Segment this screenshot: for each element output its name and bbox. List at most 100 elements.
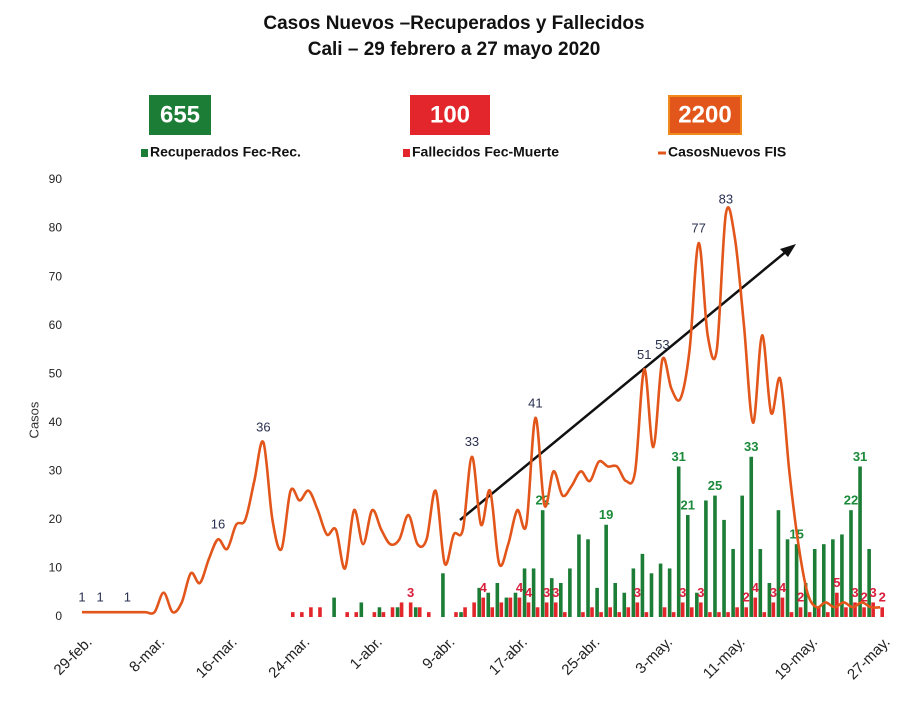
bar: [853, 602, 857, 617]
bar: [417, 607, 422, 617]
x-tick-label: 11-may.: [700, 634, 749, 683]
data-label: 83: [719, 191, 733, 206]
data-label: 4: [752, 580, 760, 595]
bar: [812, 549, 817, 617]
bar: [635, 602, 640, 617]
data-label: 2: [879, 590, 886, 605]
bar: [662, 607, 667, 617]
data-label: 31: [853, 449, 867, 464]
bar: [499, 602, 504, 617]
bar: [309, 607, 313, 617]
data-label: 1: [78, 590, 85, 605]
bar: [722, 519, 726, 617]
bar: [526, 602, 531, 617]
bar: [862, 607, 866, 617]
bar: [617, 612, 622, 617]
bar: [640, 553, 645, 617]
y-tick-label: 50: [49, 366, 63, 380]
bar: [563, 612, 567, 617]
bar: [776, 510, 781, 617]
bar: [671, 612, 676, 617]
data-label: 1: [97, 590, 104, 605]
bar: [535, 607, 540, 617]
bar: [735, 607, 739, 617]
x-tick-label: 19-may.: [772, 634, 822, 684]
bar: [816, 607, 821, 617]
bar: [849, 510, 853, 617]
legend-swatch: [141, 149, 148, 157]
line: [82, 206, 881, 615]
chart-subtitle: Cali – 29 febrero a 27 mayo 2020: [308, 39, 601, 60]
bar: [685, 515, 690, 617]
y-axis-label: Casos: [26, 401, 41, 438]
data-label: 1: [124, 590, 131, 605]
bar: [504, 597, 509, 617]
bar: [586, 539, 590, 617]
bar: [540, 510, 545, 617]
bar: [300, 612, 304, 617]
bar: [553, 602, 558, 617]
bar: [649, 573, 654, 617]
bar: [744, 607, 748, 617]
bar: [704, 500, 708, 617]
data-label: 3: [679, 585, 686, 600]
bar: [577, 534, 581, 617]
bar: [608, 607, 612, 617]
bar: [622, 592, 627, 617]
bar: [689, 607, 694, 617]
bar: [413, 607, 418, 617]
bar: [731, 549, 735, 617]
bar: [667, 568, 672, 617]
data-label: 3: [697, 585, 704, 600]
y-tick-label: 20: [49, 512, 63, 526]
data-label: 41: [528, 395, 542, 410]
data-label: 22: [844, 493, 858, 508]
data-label: 25: [708, 478, 722, 493]
y-tick-label: 70: [49, 269, 63, 283]
bar: [858, 466, 862, 617]
x-tick-label: 29-feb.: [51, 634, 96, 679]
y-tick-label: 0: [55, 609, 62, 623]
data-label: 53: [655, 337, 669, 352]
data-label: 19: [599, 507, 613, 522]
bar: [695, 592, 699, 617]
data-label: 4: [516, 580, 524, 595]
bar: [726, 612, 730, 617]
total-box: [410, 95, 490, 135]
data-label: 3: [870, 585, 877, 600]
bar: [785, 539, 790, 617]
bar: [831, 539, 835, 617]
legend-label: CasosNuevos FIS: [668, 144, 786, 160]
bar: [794, 544, 799, 617]
trend-arrow: [459, 249, 789, 521]
legend-swatch: [403, 149, 410, 157]
y-tick-label: 30: [49, 464, 63, 478]
data-label: 77: [691, 221, 705, 236]
bar: [844, 607, 848, 617]
data-label: 33: [744, 439, 758, 454]
bar: [372, 612, 377, 617]
bar: [359, 602, 364, 617]
bar: [544, 602, 549, 617]
x-tick-label: 3-may.: [632, 634, 676, 678]
bar: [626, 607, 631, 617]
bar: [426, 612, 431, 617]
legend-label: Fallecidos Fec-Muerte: [412, 144, 559, 160]
data-label: 2: [743, 590, 750, 605]
bar: [559, 583, 563, 617]
bar: [399, 602, 404, 617]
trend-arrow-head: [780, 244, 796, 257]
bar: [680, 602, 685, 617]
bar: [517, 597, 522, 617]
data-label: 3: [634, 585, 641, 600]
bar: [522, 568, 527, 617]
bar: [513, 592, 518, 617]
bar: [481, 597, 485, 617]
bar: [803, 583, 808, 617]
bar: [835, 592, 839, 617]
bar: [477, 587, 481, 617]
bar: [408, 602, 413, 617]
chart-title: Casos Nuevos –Recuperados y Fallecidos: [263, 13, 644, 34]
bar: [631, 568, 636, 617]
bar: [780, 597, 785, 617]
